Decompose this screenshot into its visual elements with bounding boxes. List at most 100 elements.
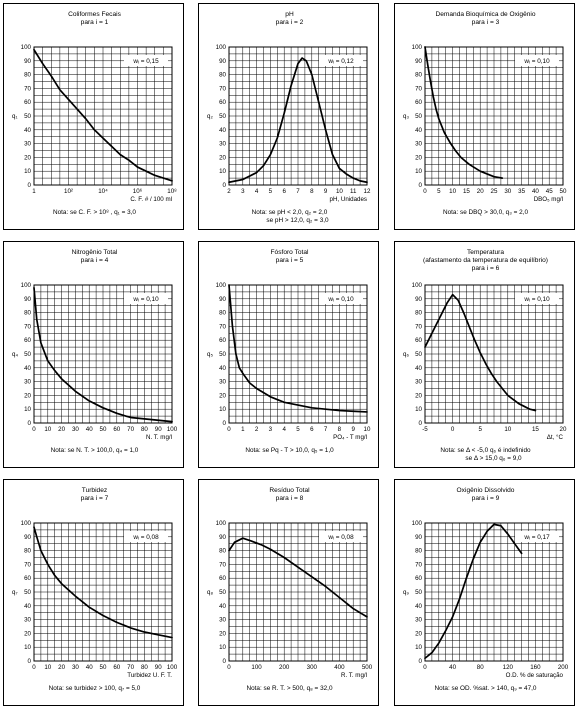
chart-subtitle: para i = 8: [276, 495, 304, 502]
y-tick-label: 40: [24, 365, 31, 372]
y-tick-label: 60: [219, 99, 226, 106]
x-axis-label: C. F. # / 100 ml: [130, 196, 172, 203]
y-tick-label: 60: [24, 337, 31, 344]
chart-title: Resíduo Total: [269, 487, 310, 494]
chart-note: Nota: se turbidez > 100, q₇ = 5,0: [49, 685, 141, 692]
x-tick-label: 9: [351, 426, 355, 433]
y-axis-label: q₈: [207, 589, 213, 596]
x-tick-label: 7: [296, 188, 300, 195]
y-tick-label: 30: [24, 141, 31, 148]
series-line: [424, 523, 523, 660]
x-tick-label: 500: [362, 664, 373, 671]
chart-panel-9: Oxigênio Dissolvido para i = 9 0 10 20 30 40 50…: [394, 479, 575, 706]
x-axis-label: R. T. mg/l: [341, 672, 367, 679]
x-tick-label: 100: [251, 664, 262, 671]
x-tick-label: 8: [338, 426, 342, 433]
y-tick-label: 40: [219, 603, 226, 610]
series-line: [33, 286, 173, 423]
weight-label: wᵢ = 0,12: [327, 58, 354, 65]
y-tick-label: 50: [219, 351, 226, 358]
chart-note: se pH > 12,0, q₂ = 3,0: [266, 217, 329, 224]
x-tick-label: 0: [423, 664, 427, 671]
weight-box: [515, 55, 559, 66]
x-tick-label: 90: [155, 664, 162, 671]
weight-box: [319, 55, 363, 66]
x-tick-label: 10⁸: [167, 188, 177, 195]
y-tick-label: 90: [219, 296, 226, 303]
x-tick-label: 50: [560, 188, 567, 195]
x-axis-label: Turbidez U. F. T.: [127, 672, 172, 679]
y-tick-label: 30: [415, 141, 422, 148]
x-tick-label: 80: [141, 664, 148, 671]
x-tick-label: 20: [477, 188, 484, 195]
y-tick-label: 50: [415, 589, 422, 596]
plot-frame: [33, 522, 173, 662]
x-tick-label: 0: [32, 426, 36, 433]
x-tick-label: 35: [518, 188, 525, 195]
chart-note: Nota: se OD. %sat. > 140, q₉ = 47,0: [434, 685, 536, 692]
x-axis-label: O.D. % de saturação: [506, 672, 564, 679]
y-tick-label: 10: [415, 168, 422, 175]
chart-note: Nota: se C. F. > 10⁸ , q₁ = 3,0: [53, 209, 136, 216]
x-tick-label: 60: [113, 664, 120, 671]
weight-label: wᵢ = 0,10: [523, 296, 550, 303]
x-tick-label: 160: [530, 664, 541, 671]
y-tick-label: 0: [28, 182, 32, 189]
x-tick-label: 50: [100, 426, 107, 433]
x-tick-label: 45: [546, 188, 553, 195]
y-tick-label: 80: [24, 548, 31, 555]
y-tick-label: 60: [24, 99, 31, 106]
chart-note: Nota: se pH < 2,0, q₂ = 2,0: [252, 209, 328, 216]
x-tick-label: 3: [269, 426, 273, 433]
chart-subtitle: para i = 2: [276, 19, 304, 26]
y-tick-label: 50: [415, 351, 422, 358]
y-tick-label: 60: [24, 575, 31, 582]
chart-title: pH: [285, 11, 294, 18]
y-tick-label: 80: [24, 72, 31, 79]
x-tick-label: 5: [478, 426, 482, 433]
x-tick-label: 25: [491, 188, 498, 195]
chart-title: Turbidez: [82, 487, 107, 494]
plot-frame: [33, 46, 173, 186]
y-tick-label: 40: [415, 127, 422, 134]
y-tick-label: 80: [24, 310, 31, 317]
x-tick-label: 10: [336, 188, 343, 195]
x-tick-label: 1: [241, 426, 245, 433]
plot-frame: [424, 284, 564, 424]
y-tick-label: 80: [219, 72, 226, 79]
chart-note: Nota: se R. T. > 500, q₈ = 32,0: [246, 685, 332, 692]
y-tick-label: 70: [24, 323, 31, 330]
y-axis-label: q₂: [207, 113, 213, 120]
chart-subtitle: para i = 1: [81, 19, 109, 26]
y-tick-label: 80: [219, 310, 226, 317]
y-tick-label: 100: [216, 520, 227, 527]
chart-subtitle: para i = 3: [472, 19, 500, 26]
y-tick-label: 100: [21, 44, 32, 51]
chart-panel-8: Resíduo Total para i = 8 0 10 20 30 40 50 60 70 80…: [198, 479, 379, 706]
y-tick-label: 60: [415, 337, 422, 344]
y-tick-label: 60: [219, 575, 226, 582]
x-tick-label: 0: [227, 426, 231, 433]
y-tick-label: 0: [419, 182, 423, 189]
y-tick-label: 10: [219, 406, 226, 413]
y-tick-label: 90: [415, 534, 422, 541]
y-tick-label: 70: [24, 561, 31, 568]
y-tick-label: 70: [219, 85, 226, 92]
y-tick-label: 40: [219, 365, 226, 372]
x-tick-label: 20: [560, 426, 567, 433]
y-tick-label: 10: [24, 406, 31, 413]
y-tick-label: 30: [24, 379, 31, 386]
x-tick-label: 10⁴: [98, 188, 108, 195]
x-tick-label: 10: [504, 426, 511, 433]
x-tick-label: 40: [532, 188, 539, 195]
weight-label: wᵢ = 0,17: [523, 534, 550, 541]
x-tick-label: 20: [58, 426, 65, 433]
plot-frame: [228, 46, 368, 186]
y-axis-label: q₉: [403, 589, 409, 596]
chart-note: Nota: se Pq - T > 10,0, q₅ = 1,0: [245, 447, 334, 454]
chart-title: Oxigênio Dissolvido: [457, 487, 515, 494]
x-tick-label: 5: [296, 426, 300, 433]
